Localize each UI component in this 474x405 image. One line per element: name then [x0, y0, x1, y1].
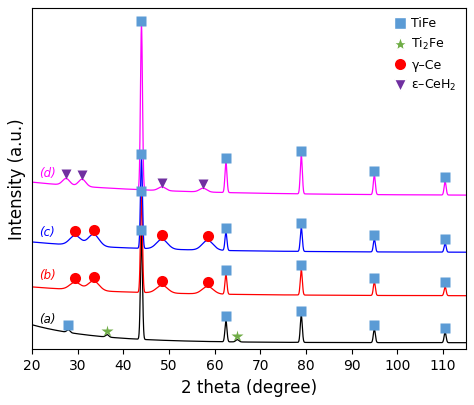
Text: (d): (d)	[39, 167, 55, 180]
Text: (c): (c)	[39, 226, 55, 239]
Text: (b): (b)	[39, 269, 55, 282]
Text: (a): (a)	[39, 313, 55, 326]
Legend: TiFe, Ti$_2$Fe, γ–Ce, ε–CeH$_2$: TiFe, Ti$_2$Fe, γ–Ce, ε–CeH$_2$	[392, 15, 459, 96]
Y-axis label: Intensity (a.u.): Intensity (a.u.)	[9, 118, 27, 240]
X-axis label: 2 theta (degree): 2 theta (degree)	[181, 379, 317, 396]
